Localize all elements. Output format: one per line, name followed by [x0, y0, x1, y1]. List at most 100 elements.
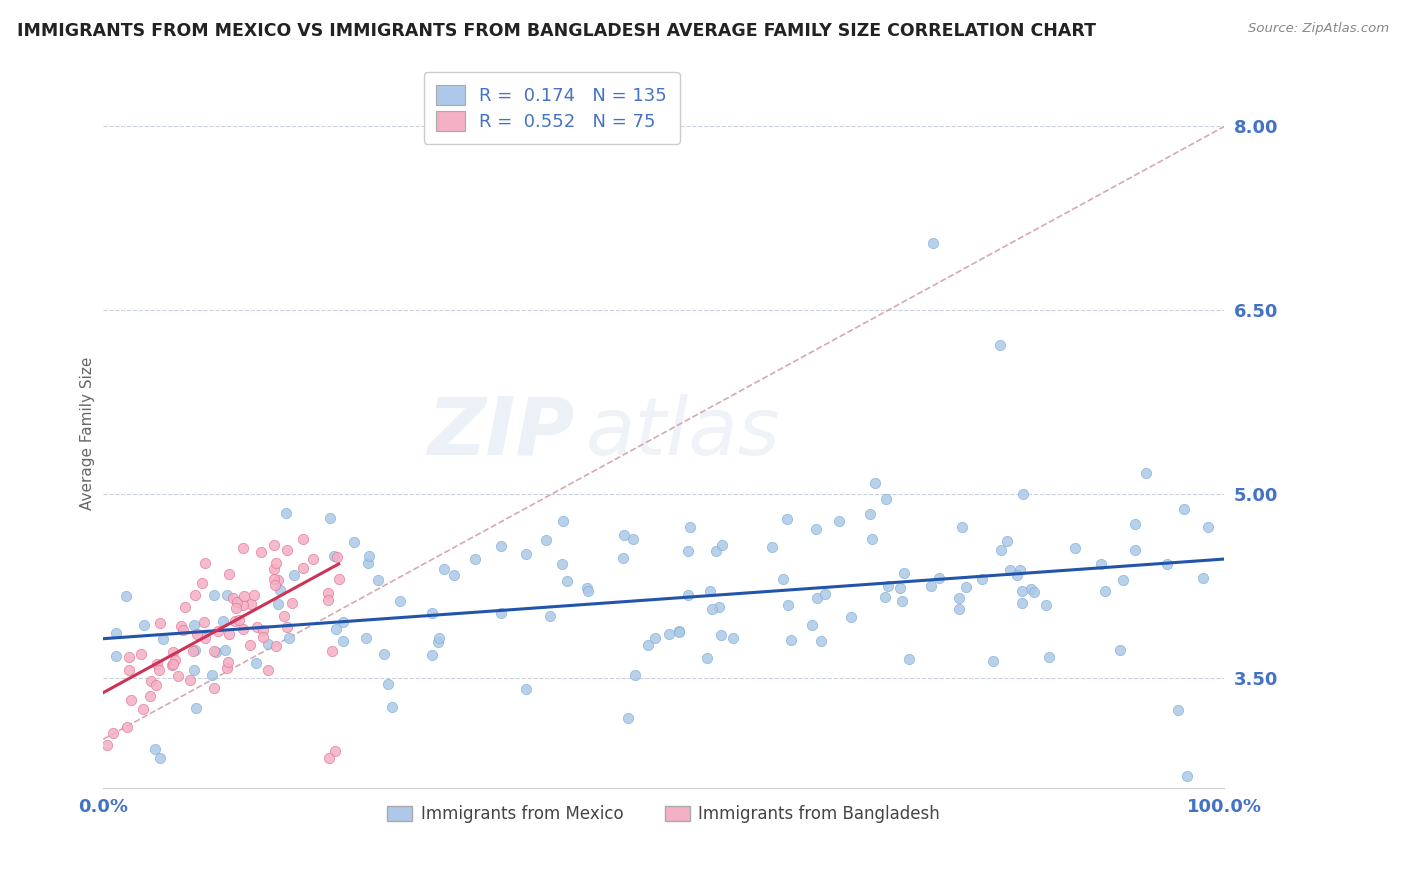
Point [191, 575, 214, 590]
Point [194, 632, 217, 646]
Point [707, 599, 730, 614]
Point [149, 750, 172, 764]
Point [245, 656, 267, 670]
Point [166, 669, 188, 683]
Point [859, 507, 882, 521]
Point [322, 549, 344, 564]
Point [990, 543, 1012, 558]
Point [668, 624, 690, 639]
Point [218, 627, 240, 641]
Point [1038, 650, 1060, 665]
Point [328, 572, 350, 586]
Point [810, 633, 832, 648]
Point [696, 650, 718, 665]
Point [928, 571, 950, 585]
Point [839, 610, 862, 624]
Point [1035, 598, 1057, 612]
Point [105, 625, 128, 640]
Point [1022, 585, 1045, 599]
Point [678, 589, 700, 603]
Point [389, 594, 412, 608]
Point [172, 623, 194, 637]
Point [160, 658, 183, 673]
Point [257, 637, 280, 651]
Point [624, 667, 647, 681]
Point [920, 579, 942, 593]
Text: atlas: atlas [585, 393, 780, 472]
Point [239, 638, 262, 652]
Point [644, 631, 666, 645]
Point [922, 235, 945, 250]
Point [373, 647, 395, 661]
Point [489, 539, 512, 553]
Point [269, 582, 291, 597]
Point [863, 476, 886, 491]
Point [367, 573, 389, 587]
Point [326, 550, 349, 565]
Point [183, 588, 205, 602]
Point [970, 573, 993, 587]
Point [342, 534, 364, 549]
Point [433, 562, 456, 576]
Point [876, 579, 898, 593]
Point [875, 590, 897, 604]
Point [281, 596, 304, 610]
Point [266, 573, 288, 587]
Point [710, 538, 733, 552]
Point [381, 700, 404, 714]
Point [860, 532, 883, 546]
Point [252, 631, 274, 645]
Point [316, 586, 339, 600]
Point [224, 614, 246, 628]
Point [1011, 595, 1033, 609]
Point [637, 638, 659, 652]
Point [538, 609, 561, 624]
Text: IMMIGRANTS FROM MEXICO VS IMMIGRANTS FROM BANGLADESH AVERAGE FAMILY SIZE CORRELA: IMMIGRANTS FROM MEXICO VS IMMIGRANTS FRO… [17, 22, 1095, 40]
Point [118, 650, 141, 665]
Point [250, 545, 273, 559]
Point [988, 337, 1011, 351]
Point [207, 624, 229, 638]
Point [105, 648, 128, 663]
Point [152, 632, 174, 647]
Point [893, 566, 915, 580]
Point [145, 678, 167, 692]
Point [534, 533, 557, 547]
Point [146, 657, 169, 671]
Point [704, 544, 727, 558]
Point [149, 615, 172, 630]
Point [780, 632, 803, 647]
Point [617, 711, 640, 725]
Point [316, 593, 339, 607]
Point [183, 643, 205, 657]
Point [231, 622, 253, 636]
Point [723, 631, 745, 645]
Legend: Immigrants from Mexico, Immigrants from Bangladesh: Immigrants from Mexico, Immigrants from … [381, 798, 946, 830]
Point [1191, 571, 1213, 585]
Point [1156, 557, 1178, 571]
Point [173, 599, 195, 614]
Point [443, 568, 465, 582]
Point [183, 663, 205, 677]
Point [1012, 487, 1035, 501]
Point [240, 597, 263, 611]
Point [575, 581, 598, 595]
Point [325, 623, 347, 637]
Point [1005, 568, 1028, 582]
Point [1010, 563, 1032, 577]
Point [267, 597, 290, 611]
Point [950, 519, 973, 533]
Point [264, 577, 287, 591]
Point [139, 674, 162, 689]
Point [228, 613, 250, 627]
Point [1135, 467, 1157, 481]
Point [948, 591, 970, 605]
Point [183, 618, 205, 632]
Point [218, 566, 240, 581]
Point [274, 506, 297, 520]
Point [115, 720, 138, 734]
Point [256, 663, 278, 677]
Point [357, 556, 380, 570]
Point [800, 618, 823, 632]
Point [658, 627, 681, 641]
